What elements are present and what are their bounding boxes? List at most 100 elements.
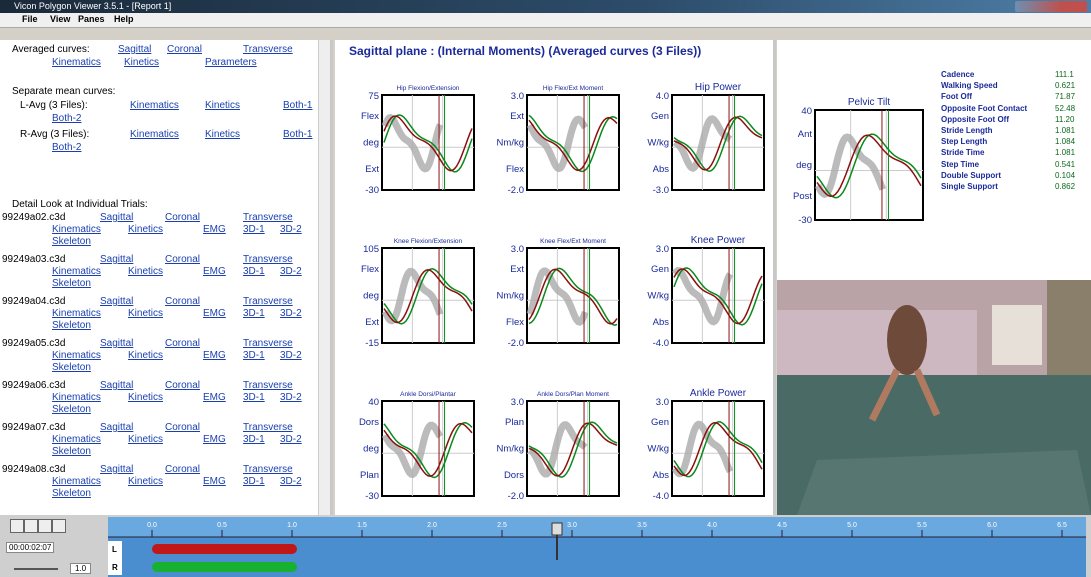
- link[interactable]: Skeleton: [52, 404, 91, 415]
- link[interactable]: Kinematics: [130, 100, 179, 111]
- scrollbar[interactable]: [318, 40, 331, 515]
- link[interactable]: Transverse: [243, 296, 293, 307]
- link[interactable]: 3D-1: [243, 308, 265, 319]
- y-bottom: -30: [365, 185, 379, 196]
- link[interactable]: Kinetics: [128, 476, 163, 487]
- link[interactable]: 3D-1: [243, 434, 265, 445]
- link[interactable]: Both-1: [283, 129, 312, 140]
- link[interactable]: 3D-1: [243, 350, 265, 361]
- param-value: 71.87: [1055, 92, 1075, 101]
- link[interactable]: Coronal: [165, 464, 200, 475]
- link[interactable]: Sagittal: [118, 44, 151, 55]
- link[interactable]: Sagittal: [100, 212, 133, 223]
- link[interactable]: Both-2: [52, 142, 81, 153]
- param-value: 0.621: [1055, 81, 1075, 90]
- link[interactable]: EMG: [203, 434, 226, 445]
- link[interactable]: Sagittal: [100, 422, 133, 433]
- link[interactable]: Kinematics: [52, 476, 101, 487]
- transport-button[interactable]: [38, 519, 52, 533]
- window-controls[interactable]: [1015, 1, 1087, 12]
- link[interactable]: Kinematics: [52, 434, 101, 445]
- link[interactable]: Skeleton: [52, 488, 91, 499]
- link[interactable]: Kinematics: [52, 224, 101, 235]
- link[interactable]: Sagittal: [100, 338, 133, 349]
- link[interactable]: 3D-2: [280, 308, 302, 319]
- link[interactable]: 3D-1: [243, 224, 265, 235]
- speed-slider[interactable]: [14, 568, 58, 570]
- menu-item[interactable]: View: [50, 14, 70, 24]
- link[interactable]: Kinetics: [128, 308, 163, 319]
- link[interactable]: Kinetics: [128, 224, 163, 235]
- link[interactable]: Kinematics: [52, 350, 101, 361]
- link[interactable]: Transverse: [243, 212, 293, 223]
- y-label: Ext: [510, 264, 524, 275]
- link[interactable]: Sagittal: [100, 254, 133, 265]
- link[interactable]: 3D-2: [280, 266, 302, 277]
- link[interactable]: 3D-2: [280, 476, 302, 487]
- link[interactable]: Both-1: [283, 100, 312, 111]
- link[interactable]: Coronal: [165, 338, 200, 349]
- link[interactable]: 3D-1: [243, 392, 265, 403]
- link[interactable]: Kinematics: [52, 57, 101, 68]
- link[interactable]: 3D-2: [280, 392, 302, 403]
- link[interactable]: Kinetics: [128, 434, 163, 445]
- link[interactable]: Kinematics: [130, 129, 179, 140]
- link[interactable]: Kinetics: [128, 266, 163, 277]
- link[interactable]: Kinetics: [128, 392, 163, 403]
- link[interactable]: Skeleton: [52, 446, 91, 457]
- link[interactable]: EMG: [203, 266, 226, 277]
- link[interactable]: Coronal: [165, 296, 200, 307]
- link[interactable]: Transverse: [243, 338, 293, 349]
- link[interactable]: 3D-2: [280, 224, 302, 235]
- y-top: 4.0: [656, 91, 669, 102]
- link[interactable]: Kinematics: [52, 266, 101, 277]
- link[interactable]: Skeleton: [52, 362, 91, 373]
- link[interactable]: Kinetics: [205, 129, 240, 140]
- transport-button[interactable]: [10, 519, 24, 533]
- link[interactable]: 3D-1: [243, 266, 265, 277]
- link[interactable]: Transverse: [243, 464, 293, 475]
- link[interactable]: Coronal: [165, 380, 200, 391]
- link[interactable]: Transverse: [243, 254, 293, 265]
- link[interactable]: Transverse: [243, 44, 293, 55]
- param-name: Step Time: [941, 160, 979, 169]
- link[interactable]: Coronal: [165, 212, 200, 223]
- transport-button[interactable]: [24, 519, 38, 533]
- link[interactable]: Both-2: [52, 113, 81, 124]
- link[interactable]: EMG: [203, 392, 226, 403]
- link[interactable]: Sagittal: [100, 380, 133, 391]
- link[interactable]: EMG: [203, 308, 226, 319]
- link[interactable]: Skeleton: [52, 236, 91, 247]
- link[interactable]: EMG: [203, 224, 226, 235]
- link[interactable]: 3D-1: [243, 476, 265, 487]
- menu-item[interactable]: Help: [114, 14, 134, 24]
- link[interactable]: Kinetics: [124, 57, 159, 68]
- link[interactable]: Coronal: [165, 254, 200, 265]
- link[interactable]: Kinematics: [52, 392, 101, 403]
- pelvic-graph: Pelvic Tilt40-30AntdegPost: [777, 40, 927, 280]
- tick-label: 2.5: [497, 522, 507, 529]
- link[interactable]: Parameters: [205, 57, 257, 68]
- link[interactable]: 3D-2: [280, 434, 302, 445]
- y-label: W/kg: [647, 444, 669, 455]
- link[interactable]: Skeleton: [52, 320, 91, 331]
- link[interactable]: Skeleton: [52, 278, 91, 289]
- link[interactable]: Sagittal: [100, 464, 133, 475]
- link[interactable]: EMG: [203, 476, 226, 487]
- link[interactable]: Transverse: [243, 380, 293, 391]
- menu-item[interactable]: File: [22, 14, 38, 24]
- tick-label: 3.0: [567, 522, 577, 529]
- link[interactable]: Kinetics: [128, 350, 163, 361]
- link[interactable]: Coronal: [167, 44, 202, 55]
- link[interactable]: EMG: [203, 350, 226, 361]
- menu-item[interactable]: Panes: [78, 14, 105, 24]
- link[interactable]: Kinematics: [52, 308, 101, 319]
- transport-button[interactable]: [52, 519, 66, 533]
- link[interactable]: 3D-2: [280, 350, 302, 361]
- link[interactable]: Sagittal: [100, 296, 133, 307]
- link[interactable]: Transverse: [243, 422, 293, 433]
- link[interactable]: Coronal: [165, 422, 200, 433]
- label: R-Avg (3 Files):: [20, 129, 89, 140]
- link[interactable]: Kinetics: [205, 100, 240, 111]
